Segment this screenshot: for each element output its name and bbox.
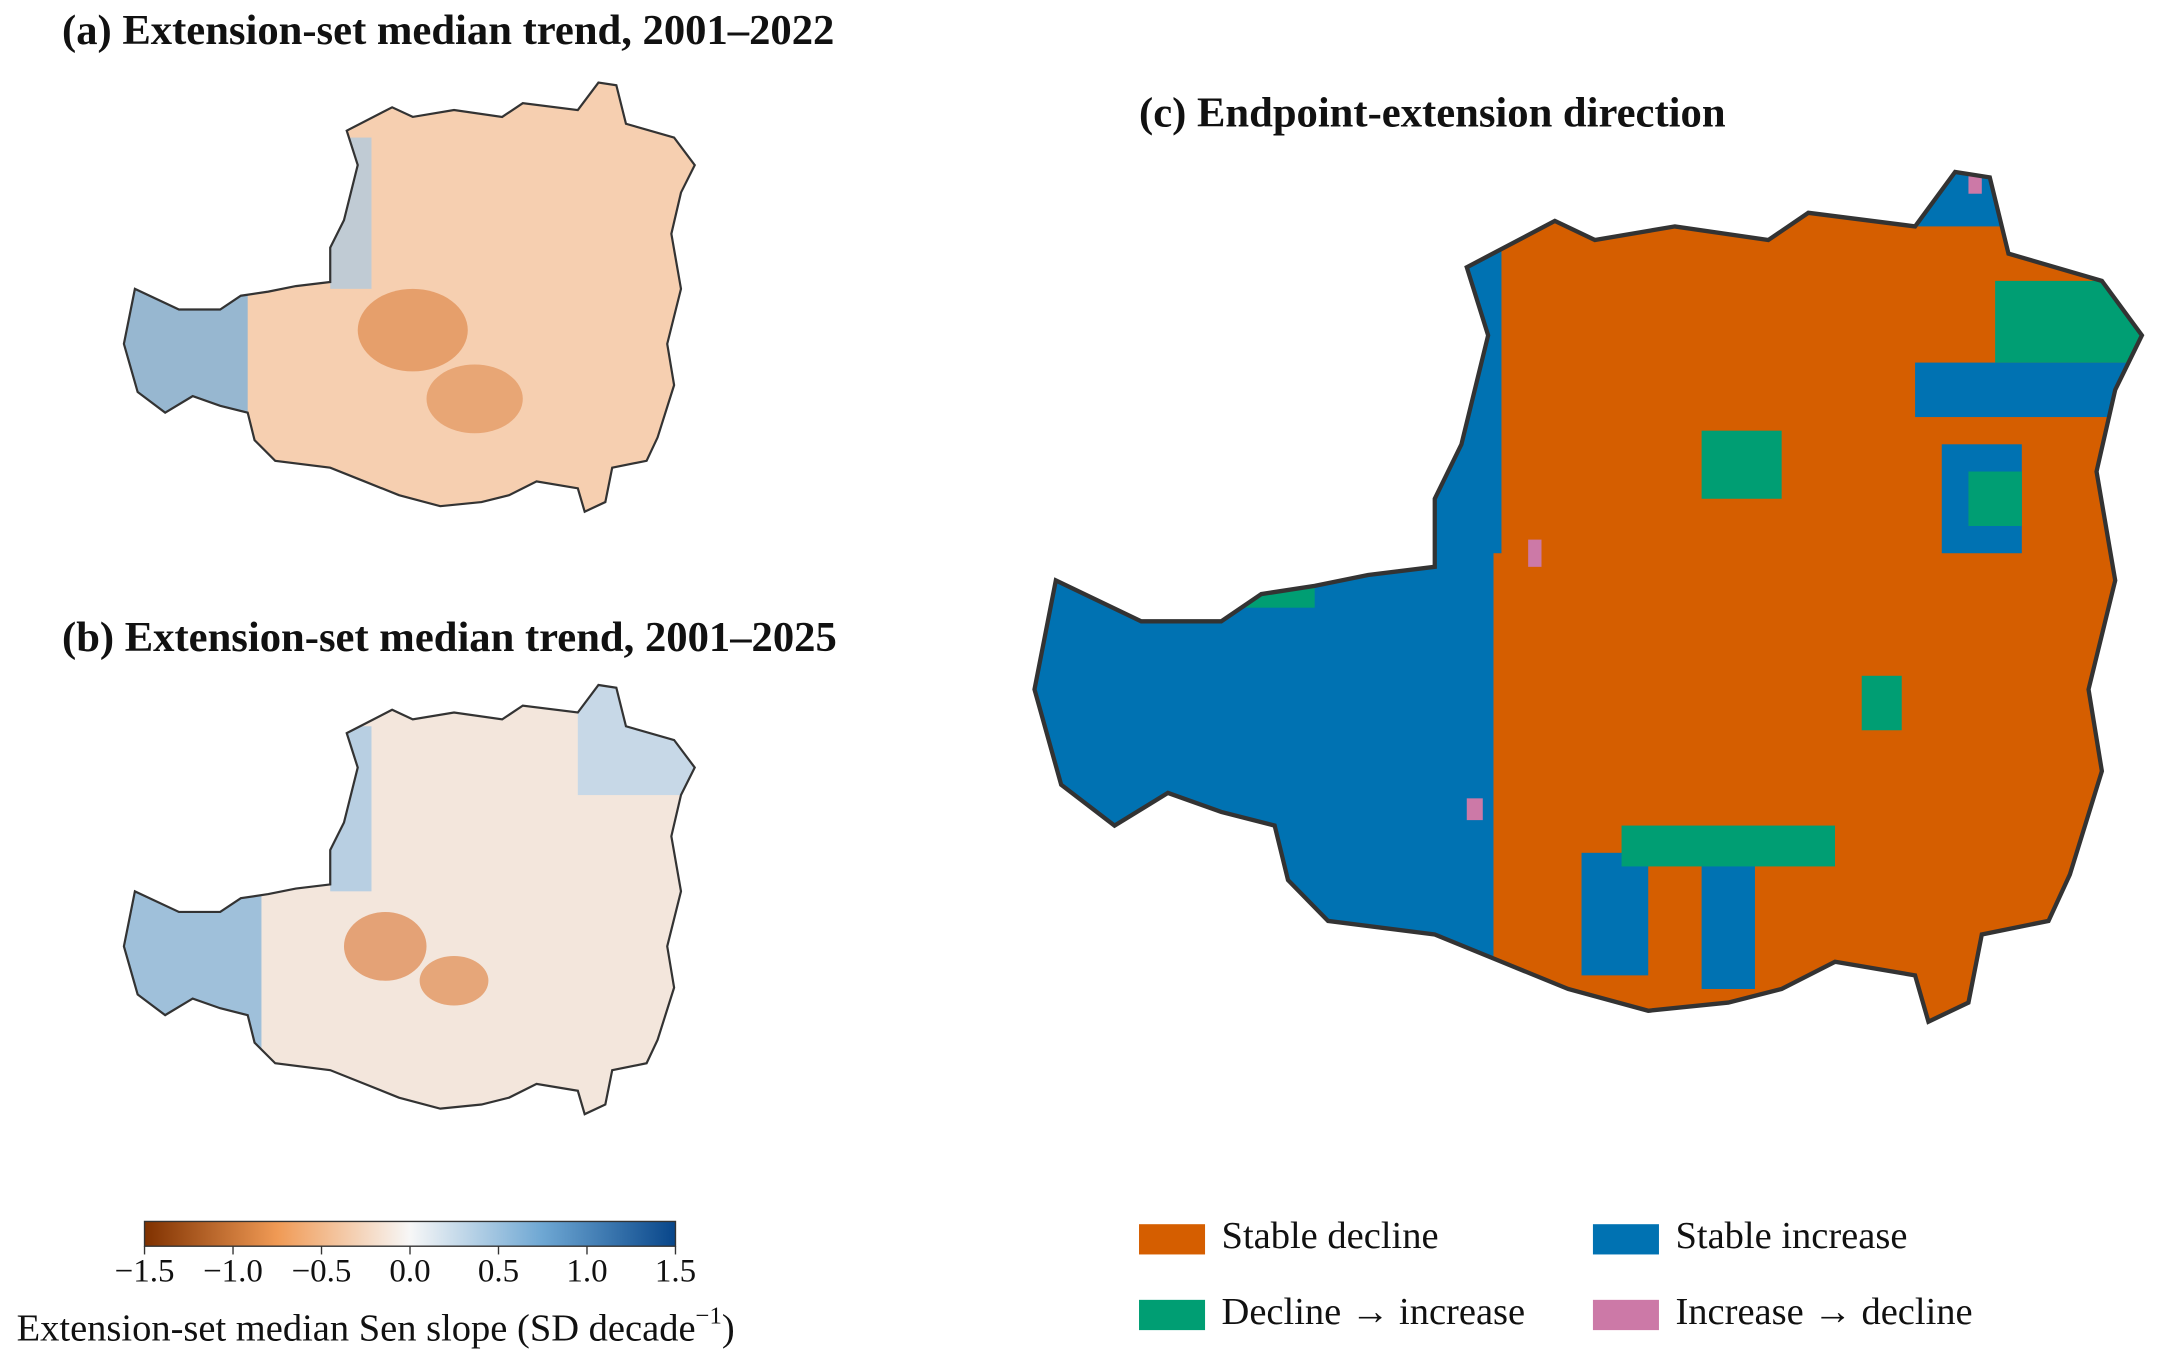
panel-title: (b) Extension-set median trend, 2001–202… [62, 614, 837, 661]
legend-label: Decline → increase [1222, 1291, 1526, 1333]
tick-label: 1.5 [655, 1253, 696, 1289]
map-a [122, 81, 696, 513]
legend-label: Increase → decline [1675, 1291, 1972, 1333]
tick-label: 0.0 [389, 1253, 430, 1289]
legend-label: Stable increase [1675, 1215, 1907, 1257]
colorbar-label: Extension-set median Sen slope (SD decad… [17, 1302, 735, 1349]
legend-label: Stable decline [1222, 1215, 1439, 1257]
map-b [122, 683, 696, 1116]
map-c [1008, 145, 2157, 1044]
tick-label: 1.0 [566, 1253, 607, 1289]
panel-title: (c) Endpoint-extension direction [1139, 90, 1726, 137]
tick-label: −1.5 [115, 1253, 175, 1289]
colorbar [143, 1220, 677, 1247]
legend-swatch [1592, 1299, 1659, 1331]
legend-swatch [1139, 1224, 1206, 1255]
tick-label: −0.5 [292, 1253, 352, 1289]
tick-label: 0.5 [478, 1253, 519, 1289]
panel-title: (a) Extension-set median trend, 2001–202… [62, 7, 834, 54]
legend-swatch [1592, 1224, 1659, 1255]
tick-label: −1.0 [203, 1253, 263, 1289]
legend-swatch [1139, 1299, 1206, 1331]
